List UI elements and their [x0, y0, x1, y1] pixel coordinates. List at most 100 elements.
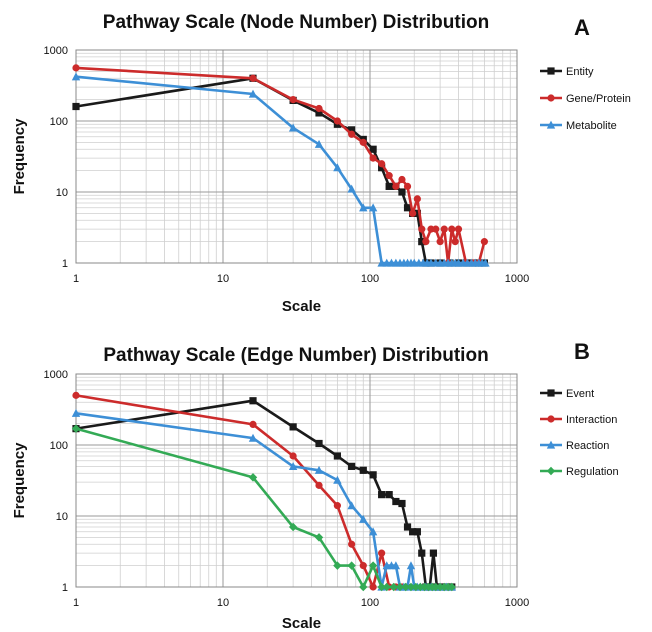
data-point: [403, 204, 412, 212]
data-point: [403, 523, 412, 531]
data-point: [378, 549, 386, 557]
x-tick-label: 1: [73, 597, 79, 609]
data-point: [385, 491, 393, 499]
data-point: [71, 408, 81, 417]
data-point: [333, 561, 342, 570]
legend-entry: Event: [540, 388, 594, 400]
data-point: [359, 582, 368, 592]
data-point: [409, 528, 417, 536]
data-point: [71, 424, 81, 433]
legend-label: Metabolite: [566, 120, 617, 132]
legend-marker: [546, 120, 556, 129]
data-point: [333, 502, 341, 510]
data-point: [347, 184, 356, 193]
data-point: [348, 462, 356, 470]
data-point: [288, 461, 298, 470]
data-point: [378, 491, 386, 499]
data-point: [314, 465, 324, 474]
data-point: [289, 452, 297, 460]
data-point: [406, 582, 416, 592]
data-point: [359, 562, 367, 570]
data-point: [315, 104, 323, 113]
data-point: [432, 225, 440, 233]
data-point: [248, 89, 258, 98]
series-gene-protein: [72, 64, 488, 267]
data-point: [359, 514, 368, 523]
data-point: [369, 471, 377, 479]
legend-label: Reaction: [566, 440, 609, 452]
data-point: [406, 561, 416, 570]
data-point: [413, 195, 421, 203]
data-point: [429, 549, 438, 557]
data-point: [333, 163, 342, 172]
data-point: [480, 238, 488, 246]
data-point: [369, 145, 377, 153]
data-point: [392, 497, 400, 506]
y-tick-label: 1000: [44, 45, 68, 57]
legend-entry: Gene/Protein: [540, 93, 631, 105]
grid: [75, 49, 518, 264]
data-point: [389, 582, 398, 592]
data-point: [289, 96, 297, 104]
legend-entry: Reaction: [540, 440, 609, 452]
data-point: [72, 391, 80, 399]
panel-label: A: [574, 15, 590, 40]
data-point: [333, 475, 342, 484]
legend-marker: [547, 94, 555, 102]
data-point: [369, 154, 377, 162]
y-tick-label: 1000: [44, 369, 68, 381]
data-point: [248, 473, 258, 482]
data-point: [314, 139, 324, 148]
y-tick-label: 100: [50, 116, 68, 128]
data-point: [249, 74, 257, 82]
data-point: [249, 420, 257, 429]
data-point: [359, 466, 367, 474]
data-point: [348, 540, 356, 548]
data-point: [409, 209, 417, 217]
x-tick-label: 1000: [505, 273, 529, 285]
data-point: [314, 533, 324, 542]
data-point: [377, 582, 386, 592]
series-event: [72, 397, 456, 591]
data-point: [248, 433, 258, 442]
series-line: [75, 394, 408, 589]
x-tick-label: 1000: [505, 597, 529, 609]
data-point: [422, 238, 430, 246]
x-tick-label: 100: [361, 597, 379, 609]
legend-label: Event: [566, 388, 594, 400]
data-point: [72, 64, 80, 72]
data-point: [451, 238, 459, 246]
data-point: [333, 452, 341, 460]
legend-entry: Regulation: [540, 466, 619, 478]
legend-marker: [546, 440, 556, 449]
data-point: [378, 160, 386, 168]
chart-panel-1: 1 10 100 1000 1 10 100 1000 Pathway Scale (Node …: [11, 12, 631, 315]
data-point: [395, 582, 405, 592]
y-axis-title: Frequency: [11, 118, 28, 195]
legend-label: Gene/Protein: [566, 93, 631, 105]
legend-entry: Interaction: [540, 414, 617, 426]
data-point: [392, 182, 400, 190]
legend-entry: Entity: [540, 66, 594, 78]
data-point: [481, 258, 490, 267]
data-point: [385, 182, 393, 190]
data-point: [416, 582, 425, 592]
data-point: [385, 172, 393, 180]
data-point: [369, 583, 377, 591]
x-tick-label: 1: [73, 273, 79, 285]
data-point: [413, 209, 421, 217]
data-point: [378, 164, 386, 172]
chart-panel-2: 1 10 100 1000 1 10 100 1000 Pathway Scale (Edge …: [11, 339, 619, 632]
data-point: [436, 238, 444, 246]
data-point: [418, 225, 426, 233]
data-point: [391, 561, 401, 570]
data-point: [398, 175, 406, 184]
data-point: [440, 225, 448, 233]
data-point: [447, 582, 456, 592]
chart-title: Pathway Scale (Edge Number) Distribution: [103, 345, 488, 366]
y-axis-title: Frequency: [11, 442, 28, 519]
data-point: [347, 501, 356, 510]
data-point: [398, 499, 406, 508]
data-point: [398, 188, 406, 196]
